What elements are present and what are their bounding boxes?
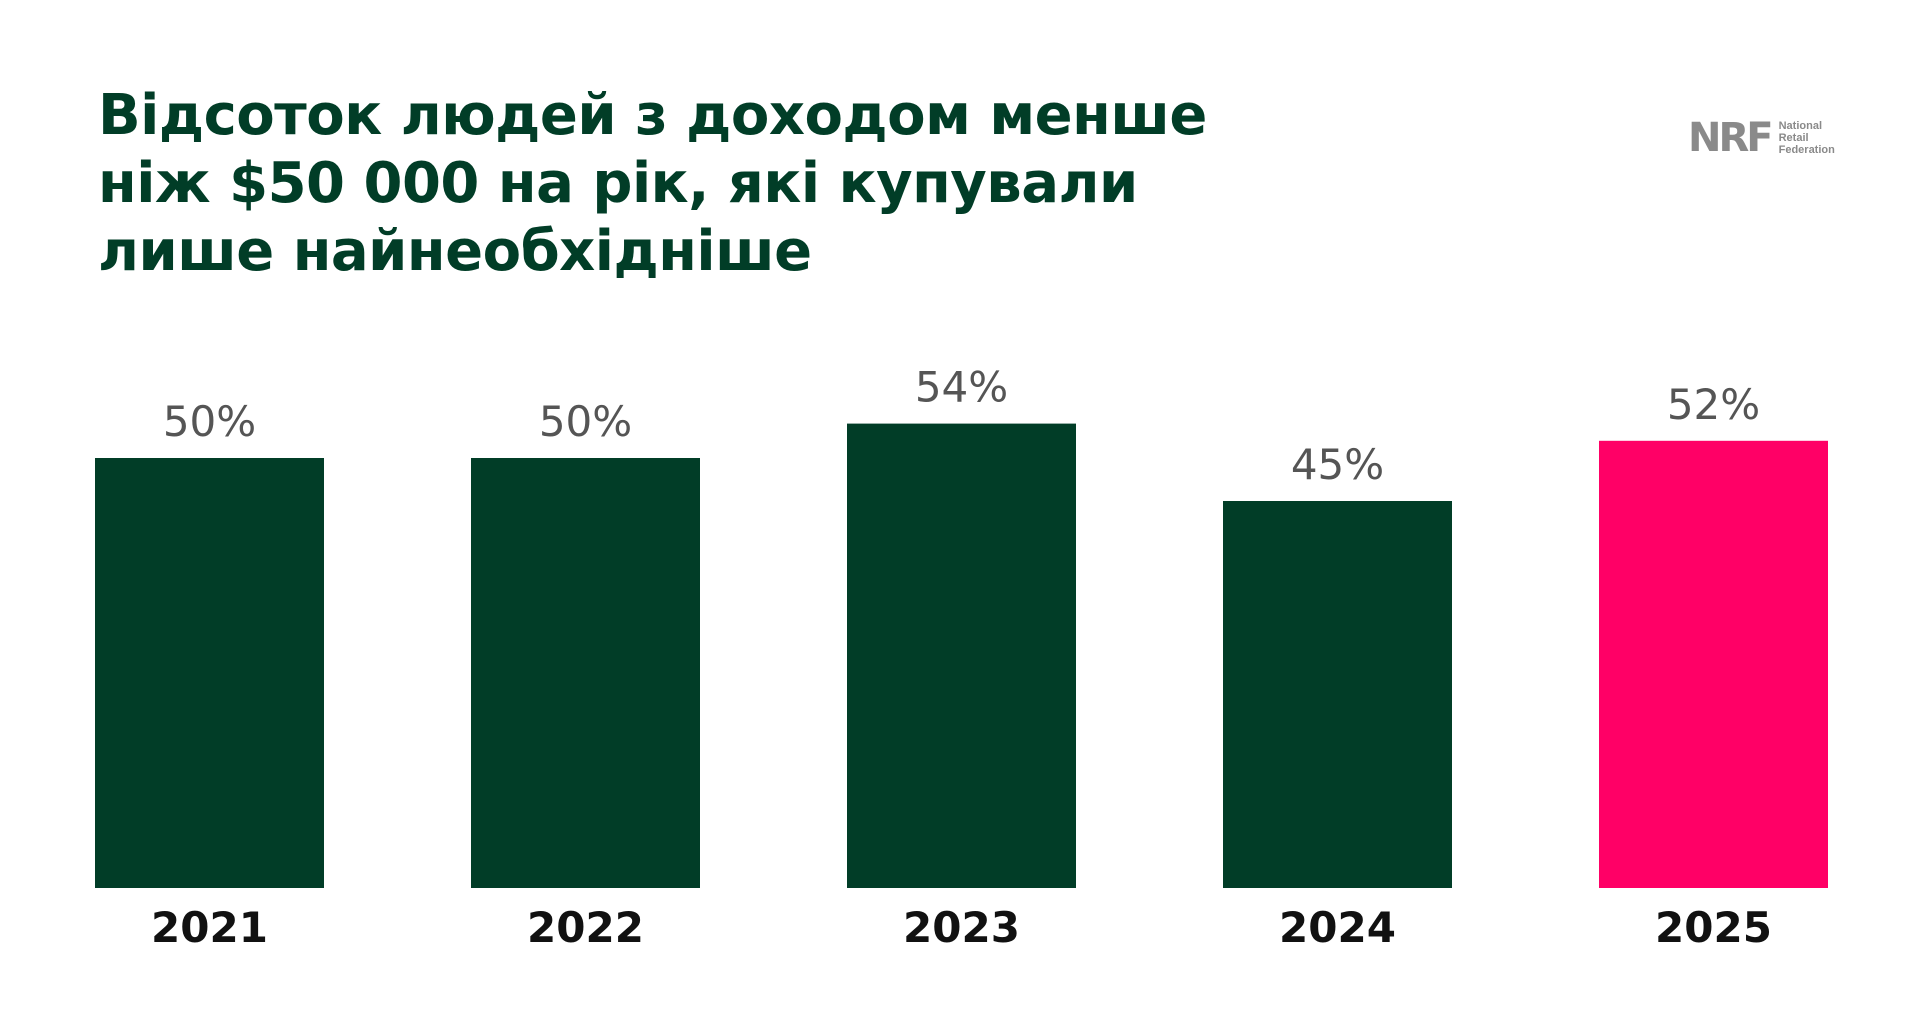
logo-mark: NRF xyxy=(1688,115,1774,161)
bar-2025 xyxy=(1599,440,1828,888)
value-label-2025: 52% xyxy=(1667,380,1760,429)
logo-text-line-3: Federation xyxy=(1778,144,1835,156)
value-label-2022: 50% xyxy=(539,397,632,446)
bar-2023 xyxy=(847,423,1076,888)
logo-text: National Retail Federation xyxy=(1779,120,1835,156)
value-label-2021: 50% xyxy=(163,397,256,446)
category-label-2022: 2022 xyxy=(527,903,644,952)
category-label-2021: 2021 xyxy=(151,903,268,952)
title-line-2: ніж $50 000 на рік, які купували xyxy=(98,151,1138,216)
category-label-2023: 2023 xyxy=(903,903,1020,952)
value-label-2023: 54% xyxy=(915,363,1008,412)
chart-title: Відсоток людей з доходом менше ніж $50 0… xyxy=(98,82,1518,286)
bar-2021 xyxy=(95,458,324,888)
bar-2022 xyxy=(471,458,700,888)
title-line-1: Відсоток людей з доходом менше xyxy=(98,83,1207,148)
bar-2024 xyxy=(1223,501,1452,888)
category-label-2024: 2024 xyxy=(1279,903,1396,952)
title-line-3: лише найнеобхідніше xyxy=(98,219,812,284)
category-label-2025: 2025 xyxy=(1655,903,1772,952)
logo-text-line-2: Retail xyxy=(1778,132,1809,144)
logo-text-line-1: National xyxy=(1778,120,1823,132)
value-label-2024: 45% xyxy=(1291,440,1384,489)
nrf-logo: NRF National Retail Federation xyxy=(1688,118,1835,158)
